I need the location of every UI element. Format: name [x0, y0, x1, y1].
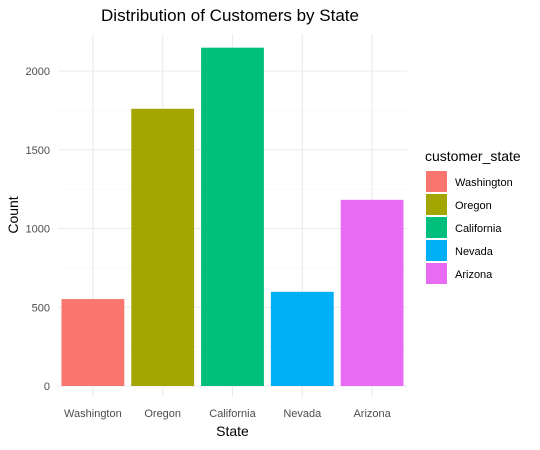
x-axis-label: State: [216, 423, 249, 439]
x-tick-label: Nevada: [283, 408, 322, 420]
legend-swatch: [426, 240, 447, 261]
bars: [61, 47, 404, 387]
legend-label: Oregon: [455, 200, 492, 212]
legend-swatch: [426, 217, 447, 238]
legend-swatch: [426, 263, 447, 284]
legend-label: Arizona: [455, 269, 493, 281]
y-tick-label: 1500: [26, 145, 50, 157]
x-tick-label: California: [209, 408, 256, 420]
y-tick-label: 500: [32, 302, 50, 314]
chart-title: Distribution of Customers by State: [101, 6, 359, 25]
y-tick-label: 2000: [26, 66, 50, 78]
bar-oregon: [131, 108, 195, 387]
legend-swatch: [426, 171, 447, 192]
x-axis-ticks: Washington Oregon California Nevada Arizona: [64, 408, 392, 420]
legend: customer_state Washington Oregon Californi…: [425, 148, 521, 284]
y-tick-label: 1000: [26, 224, 50, 236]
y-axis-ticks: 0 500 1000 1500 2000: [26, 66, 50, 393]
legend-items: Washington Oregon California Nevada Arizona: [426, 171, 513, 284]
y-axis-label: Count: [5, 196, 21, 233]
legend-swatch: [426, 194, 447, 215]
legend-label: Nevada: [455, 246, 494, 258]
y-tick-label: 0: [44, 381, 50, 393]
bar-arizona: [340, 199, 404, 386]
legend-title: customer_state: [425, 148, 521, 164]
bar-california: [201, 47, 264, 386]
x-tick-label: Arizona: [353, 408, 391, 420]
legend-label: California: [455, 223, 502, 235]
bar-nevada: [270, 291, 334, 386]
x-tick-label: Oregon: [144, 408, 181, 420]
bar-washington: [61, 299, 125, 386]
legend-label: Washington: [455, 177, 513, 189]
x-tick-label: Washington: [64, 408, 122, 420]
